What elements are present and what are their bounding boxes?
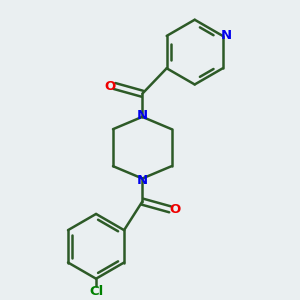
Text: N: N — [220, 29, 231, 42]
Text: N: N — [137, 109, 148, 122]
Text: N: N — [137, 173, 148, 187]
Text: O: O — [169, 203, 180, 216]
Text: O: O — [104, 80, 116, 92]
Text: Cl: Cl — [89, 284, 103, 298]
